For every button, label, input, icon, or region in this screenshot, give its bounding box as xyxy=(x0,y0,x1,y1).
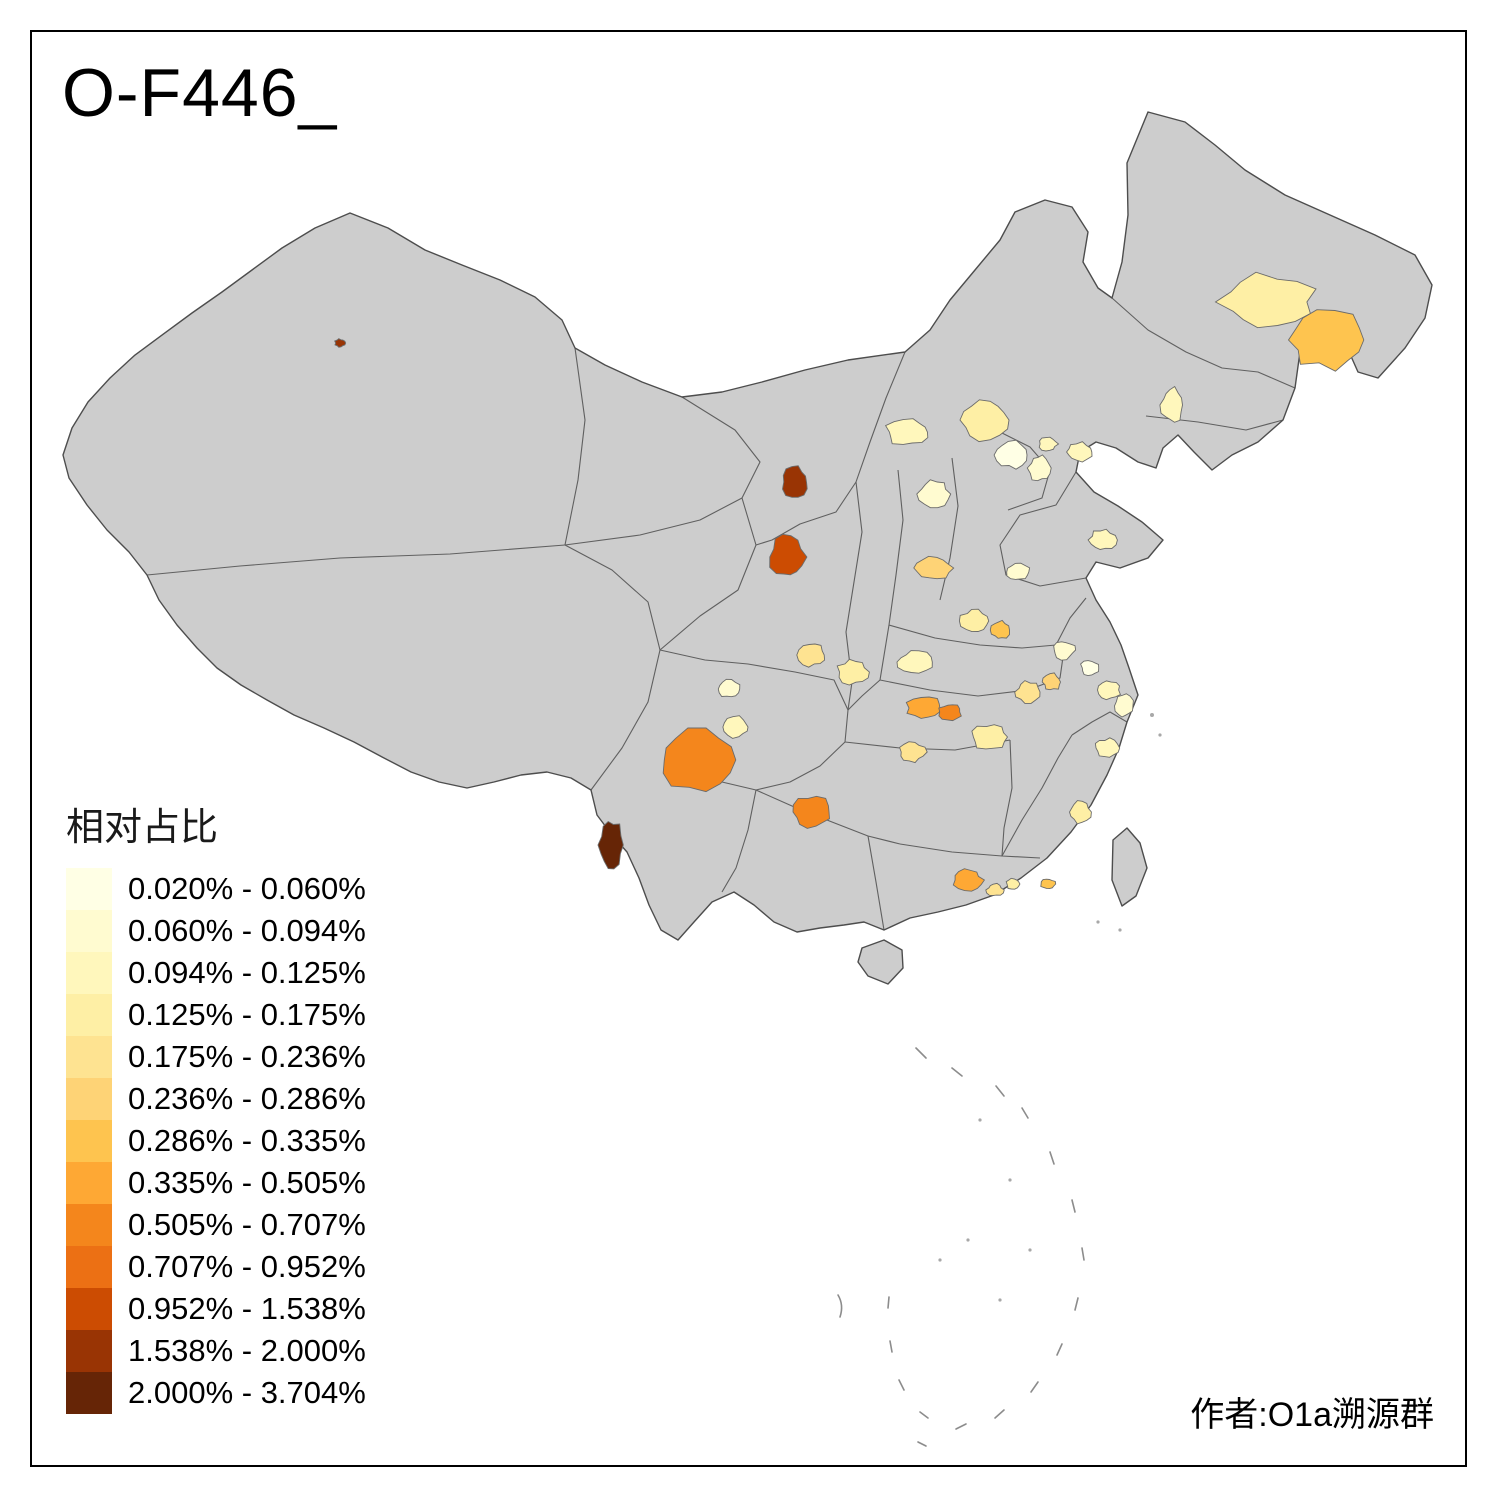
map-region xyxy=(1041,672,1061,691)
legend-range-label: 1.538% - 2.000% xyxy=(128,1333,366,1368)
map-region xyxy=(993,439,1028,470)
map-region xyxy=(796,643,826,668)
legend-row: 0.236% - 0.286% xyxy=(66,1078,366,1120)
map-region xyxy=(1214,271,1317,329)
legend-swatch xyxy=(66,952,112,994)
map-region xyxy=(1053,641,1077,661)
legend-items: 0.020% - 0.060% 0.060% - 0.094% 0.094% - 0… xyxy=(66,868,366,1414)
map-region xyxy=(1080,660,1100,677)
legend-range-label: 2.000% - 3.704% xyxy=(128,1375,366,1410)
legend-row: 0.094% - 0.125% xyxy=(66,952,366,994)
legend-range-label: 0.060% - 0.094% xyxy=(128,913,366,948)
map-region xyxy=(989,619,1010,639)
legend-range-label: 0.952% - 1.538% xyxy=(128,1291,366,1326)
map-region xyxy=(1014,680,1041,704)
map-region xyxy=(792,795,830,829)
legend-row: 0.175% - 0.236% xyxy=(66,1036,366,1078)
map-region xyxy=(896,650,933,674)
legend-swatch xyxy=(66,910,112,952)
map-region xyxy=(662,727,737,793)
map-region xyxy=(1026,454,1052,482)
legend-range-label: 0.707% - 0.952% xyxy=(128,1249,366,1284)
legend-swatch xyxy=(66,1162,112,1204)
legend-title: 相对占比 xyxy=(66,807,219,849)
south-china-sea-dashes xyxy=(837,1047,1085,1447)
map-region xyxy=(971,724,1009,750)
legend-row: 0.335% - 0.505% xyxy=(66,1162,366,1204)
legend-swatch xyxy=(66,1078,112,1120)
map-region xyxy=(1038,436,1060,452)
legend-row: 0.020% - 0.060% xyxy=(66,868,366,910)
islet-specks xyxy=(938,713,1162,1302)
map-region xyxy=(905,696,941,719)
map-region xyxy=(1066,441,1093,463)
legend-row: 0.125% - 0.175% xyxy=(66,994,366,1036)
map-region xyxy=(1159,385,1183,423)
legend-range-label: 0.505% - 0.707% xyxy=(128,1207,366,1242)
map-region xyxy=(985,882,1005,896)
map-region xyxy=(958,608,990,633)
legend-swatch xyxy=(66,1330,112,1372)
legend-range-label: 0.335% - 0.505% xyxy=(128,1165,366,1200)
hainan-island xyxy=(857,939,904,985)
map-region xyxy=(952,868,986,892)
legend-range-label: 0.236% - 0.286% xyxy=(128,1081,366,1116)
map-region xyxy=(938,704,962,722)
colored-regions xyxy=(334,271,1365,896)
legend-swatch xyxy=(66,1120,112,1162)
map-region xyxy=(1005,877,1021,890)
mainland-outline xyxy=(62,111,1433,941)
legend-row: 1.538% - 2.000% xyxy=(66,1330,366,1372)
map-region xyxy=(959,399,1010,443)
map-region xyxy=(913,555,955,580)
country-outline xyxy=(62,111,1433,985)
legend-row: 0.060% - 0.094% xyxy=(66,910,366,952)
map-region xyxy=(1287,309,1365,372)
legend: 相对占比 0.020% - 0.060% 0.060% - 0.094% 0.094… xyxy=(66,806,366,1414)
taiwan-island xyxy=(1111,827,1148,907)
legend-row: 0.505% - 0.707% xyxy=(66,1204,366,1246)
map-region xyxy=(836,658,870,686)
legend-row: 0.286% - 0.335% xyxy=(66,1120,366,1162)
legend-row: 2.000% - 3.704% xyxy=(66,1372,366,1414)
legend-row: 0.952% - 1.538% xyxy=(66,1288,366,1330)
map-region xyxy=(1114,693,1134,718)
attribution: 作者:O1a溯源群 xyxy=(1190,1396,1434,1434)
legend-swatch xyxy=(66,868,112,910)
map-region xyxy=(722,715,749,739)
map-region xyxy=(769,533,808,576)
map-region xyxy=(782,465,808,498)
legend-swatch xyxy=(66,1204,112,1246)
map-region xyxy=(1097,680,1121,701)
legend-row: 0.707% - 0.952% xyxy=(66,1246,366,1288)
legend-swatch xyxy=(66,1372,112,1414)
legend-range-label: 0.175% - 0.236% xyxy=(128,1039,366,1074)
map-region xyxy=(1040,878,1057,890)
map-region xyxy=(597,820,624,870)
map-region xyxy=(1094,737,1121,758)
map-region xyxy=(916,479,952,509)
legend-swatch xyxy=(66,994,112,1036)
map-region xyxy=(899,741,928,764)
legend-swatch xyxy=(66,1288,112,1330)
legend-range-label: 0.020% - 0.060% xyxy=(128,871,366,906)
plot-title: O-F446_ xyxy=(62,55,338,131)
legend-swatch xyxy=(66,1246,112,1288)
legend-range-label: 0.094% - 0.125% xyxy=(128,955,366,990)
legend-swatch xyxy=(66,1036,112,1078)
map-region xyxy=(717,678,741,698)
map-region xyxy=(1006,562,1031,580)
province-borders xyxy=(146,297,1296,931)
legend-range-label: 0.286% - 0.335% xyxy=(128,1123,366,1158)
map-region xyxy=(884,418,929,445)
map-region xyxy=(334,338,347,348)
map-region xyxy=(1087,528,1118,550)
map-region xyxy=(1069,800,1092,825)
legend-range-label: 0.125% - 0.175% xyxy=(128,997,366,1032)
